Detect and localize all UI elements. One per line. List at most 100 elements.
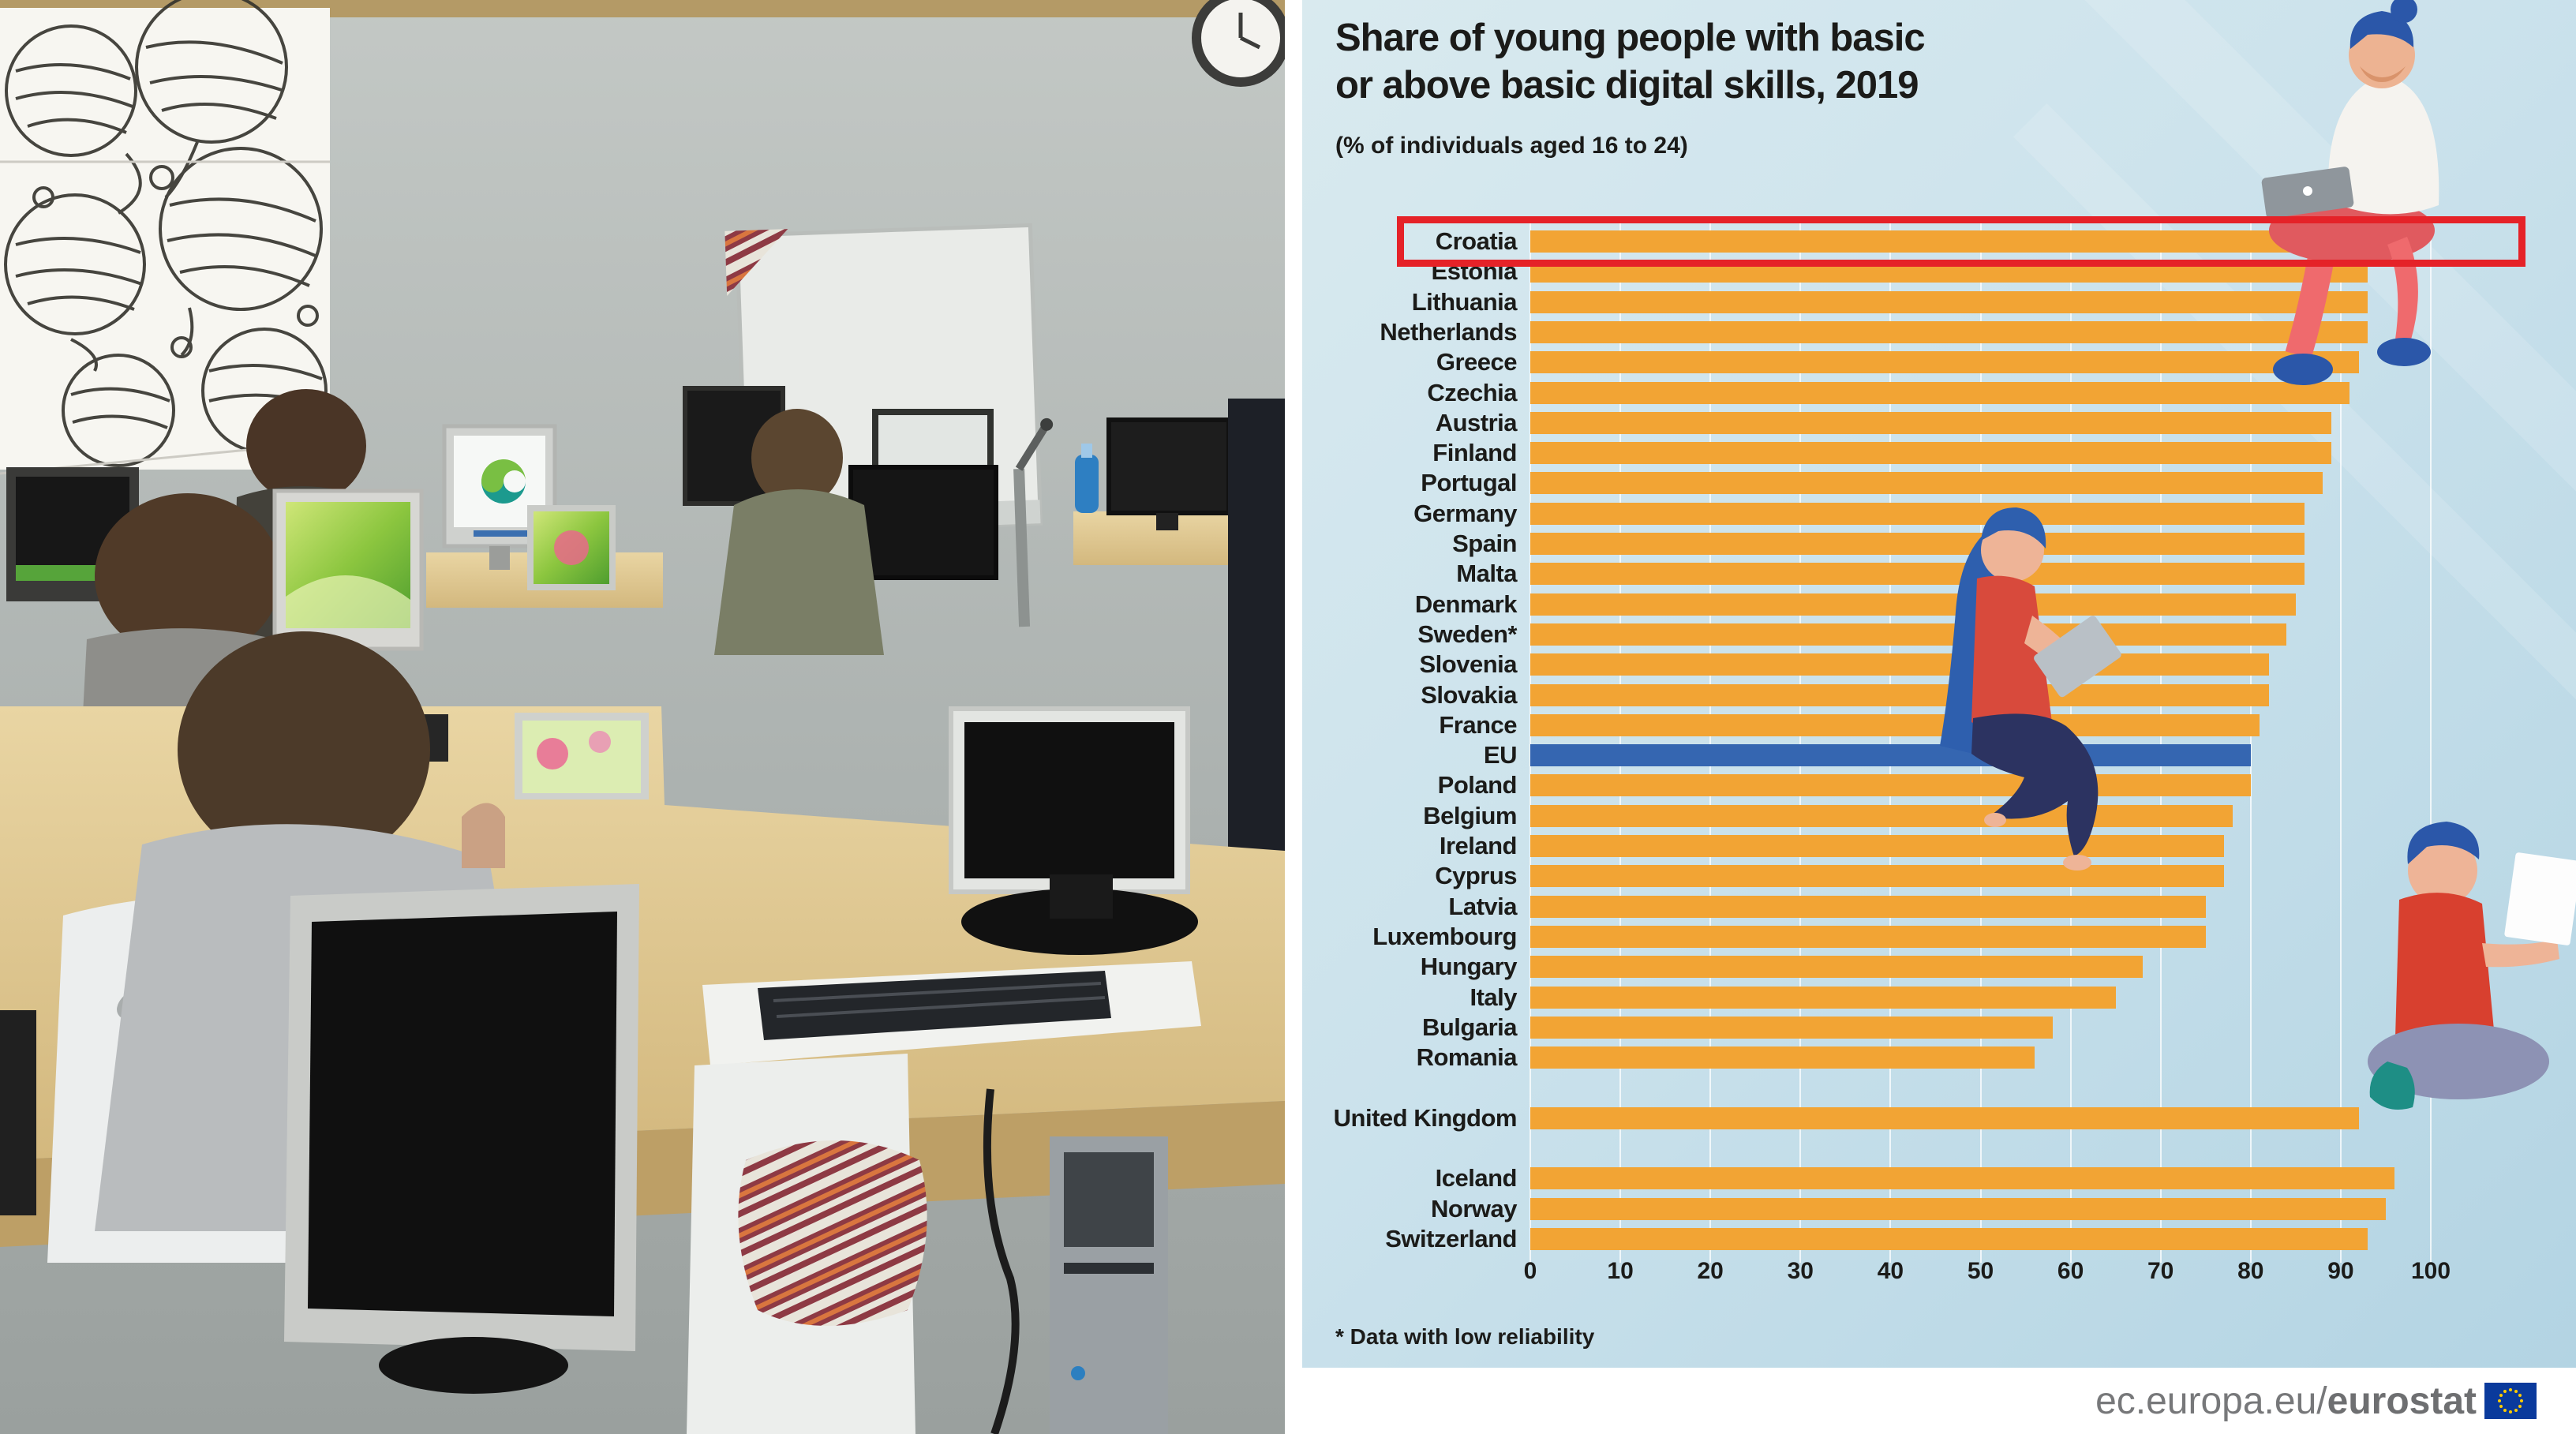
country-label-eu: EU [1483,741,1518,769]
bar-finland [1530,442,2332,465]
teacher-figure [1228,399,1285,904]
pc-tower [1050,1136,1168,1434]
bar-belgium [1530,804,2233,827]
bar-united-kingdom [1530,1106,2359,1129]
country-label-malta: Malta [1456,560,1517,588]
gridline-0 [1530,218,1531,1263]
bar-cyprus [1530,865,2224,888]
bar-switzerland [1530,1227,2368,1250]
monitor-foreground-large [284,884,639,1394]
gridline-60 [2069,218,2072,1263]
chart-footnote: * Data with low reliability [1335,1324,1595,1349]
gridline-50 [1979,218,1982,1263]
bar-latvia [1530,895,2206,918]
chart-title: Share of young people with basic or abov… [1335,17,1926,107]
country-label-france: France [1439,710,1517,739]
x-tick-80: 80 [2237,1258,2264,1284]
bar-norway [1530,1197,2386,1220]
bar-sweden [1530,623,2287,646]
monitor-logo-screen [442,424,557,570]
striped-cloth [724,229,788,296]
country-label-slovenia: Slovenia [1419,650,1518,679]
bar-slovakia [1530,683,2269,706]
bar-italy [1530,986,2116,1009]
bar-slovenia [1530,653,2269,676]
country-label-italy: Italy [1470,983,1517,1011]
gridline-80 [2249,218,2252,1263]
plot-area: 0 10 20 30 40 50 60 70 80 90 100 Croatia Estonia Lith… [1302,0,2576,1368]
bar-austria [1530,411,2332,434]
bar-denmark [1530,593,2296,616]
bar-ireland [1530,835,2224,857]
student-green-shirt [714,409,884,655]
bar-romania [1530,1046,2035,1069]
bar-czechia [1530,381,2350,404]
monitor-pink-flowers [515,713,649,799]
bar-eu [1530,744,2251,767]
gridline-10 [1619,218,1622,1263]
country-label-latvia: Latvia [1448,892,1517,920]
infographic-panel: Share of young people with basic or abov… [1302,0,2576,1368]
country-label-cyprus: Cyprus [1435,862,1517,890]
bar-malta [1530,563,2305,586]
x-tick-10: 10 [1607,1258,1634,1284]
x-tick-60: 60 [2057,1258,2084,1284]
country-label-romania: Romania [1416,1043,1518,1072]
bar-portugal [1530,472,2323,495]
x-tick-100: 100 [2410,1258,2451,1284]
country-label-united-kingdom: United Kingdom [1333,1103,1518,1132]
eu-flag-icon [2484,1383,2537,1419]
croatia-highlight-box [1397,216,2525,267]
country-label-poland: Poland [1437,771,1518,799]
country-label-luxembourg: Luxembourg [1372,922,1517,950]
country-label-switzerland: Switzerland [1385,1224,1517,1252]
country-label-finland: Finland [1432,439,1517,467]
monitor-grass-pink [527,505,616,590]
wall-clock-icon [1192,0,1285,87]
bar-lithuania [1530,290,2368,313]
bar-greece [1530,351,2359,374]
country-label-iceland: Iceland [1435,1164,1518,1193]
x-tick-30: 30 [1787,1258,1814,1284]
x-tick-50: 50 [1967,1258,1994,1284]
country-label-croatia: Croatia [1435,227,1518,255]
monitor-back-right [1106,417,1231,530]
keyboard-tray [702,961,1201,1065]
country-label-spain: Spain [1452,530,1517,557]
water-bottle [1075,444,1099,513]
gridline-20 [1709,218,1712,1263]
bar-poland [1530,774,2251,797]
bar-france [1530,713,2260,736]
bar-hungary [1530,956,2143,979]
x-tick-90: 90 [2327,1258,2354,1284]
bar-iceland [1530,1167,2395,1190]
country-label-sweden: Sweden* [1417,620,1517,648]
country-label-greece: Greece [1436,348,1518,376]
monitor-grass-wallpaper [272,489,424,651]
country-label-denmark: Denmark [1414,590,1518,618]
gridline-30 [1799,218,1802,1263]
x-tick-40: 40 [1877,1258,1904,1284]
monitor-edge-left [0,1010,36,1215]
country-label-czechia: Czechia [1427,378,1517,406]
eurostat-link[interactable]: ec.europa.eu/eurostat [2095,1380,2477,1422]
country-label-portugal: Portugal [1421,469,1517,497]
country-label-belgium: Belgium [1423,801,1517,829]
bar-bulgaria [1530,1016,2053,1039]
country-label-bulgaria: Bulgaria [1421,1013,1518,1041]
footer-bar: ec.europa.eu/eurostat [1302,1368,2576,1434]
gridline-70 [2159,218,2162,1263]
cables [983,1088,1020,1434]
country-label-norway: Norway [1431,1194,1517,1222]
classroom-photo [0,0,1285,1434]
chart-subtitle: (% of individuals aged 16 to 24) [1335,133,1688,159]
country-label-slovakia: Slovakia [1421,680,1517,709]
bar-croatia [1530,230,2404,253]
x-tick-0: 0 [1523,1258,1537,1284]
x-tick-20: 20 [1697,1258,1724,1284]
country-label-hungary: Hungary [1420,953,1518,981]
bar-netherlands [1530,320,2368,343]
monitor-center-black [848,465,998,580]
country-label-germany: Germany [1413,499,1517,527]
monitor-on-oval-base [949,706,1198,955]
